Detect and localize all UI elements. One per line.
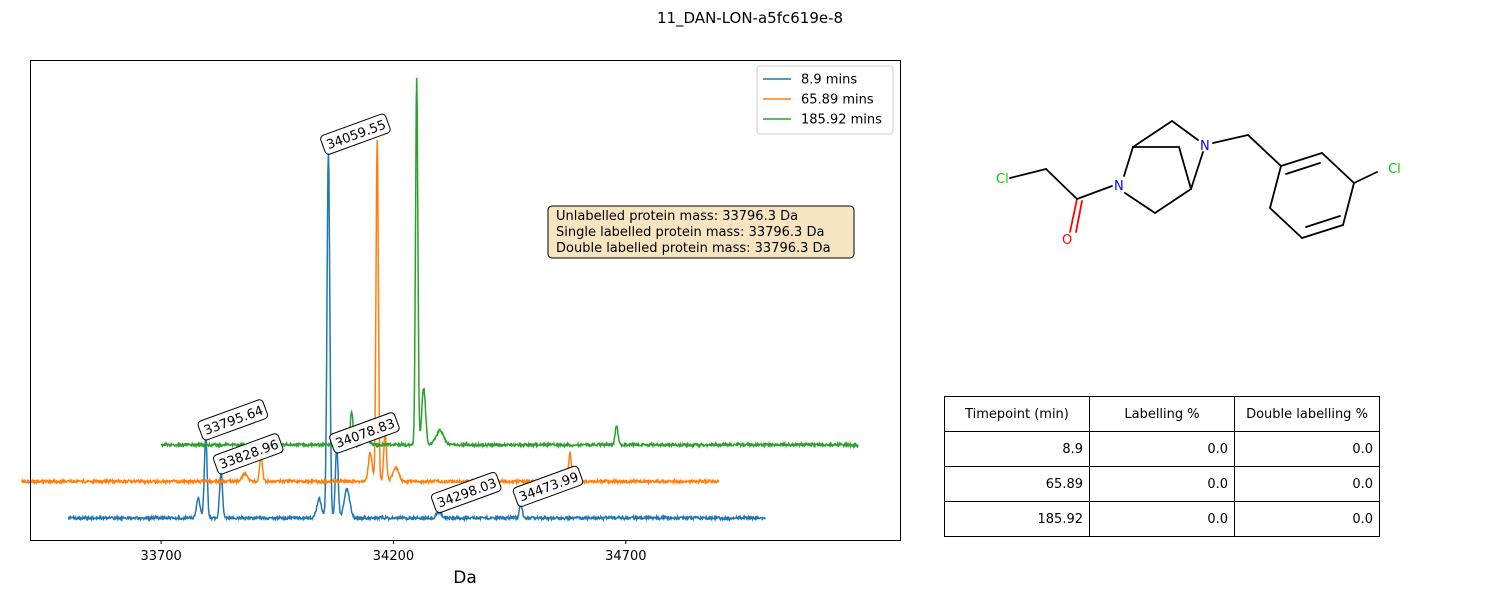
bond: [1075, 200, 1083, 233]
x-tick-label: 34200: [373, 549, 414, 564]
bond: [1178, 146, 1192, 190]
table-row: 65.89 0.0 0.0: [944, 466, 1380, 502]
series-line-2: [20, 140, 720, 486]
peak-label-box: [430, 471, 502, 514]
table-cell: 0.0: [1234, 431, 1380, 467]
peak-label-box: [197, 399, 269, 441]
bond: [1269, 165, 1282, 209]
table-row: 8.9 0.0 0.0: [944, 431, 1380, 467]
bond: [1045, 168, 1078, 200]
bond: [1247, 134, 1282, 167]
bond: [1285, 162, 1321, 175]
peak-label: 34298.03: [430, 471, 502, 514]
table-cell: 0.0: [1234, 501, 1380, 537]
labelling-table: Timepoint (min) Labelling % Double label…: [944, 396, 1380, 537]
bond: [1132, 120, 1173, 148]
atom-label-cl-left: Cl: [996, 172, 1009, 187]
header-labelling: Labelling %: [1089, 396, 1235, 432]
bond: [1154, 188, 1192, 214]
bond: [1280, 152, 1323, 167]
header-timepoint: Timepoint (min): [944, 396, 1090, 432]
legend-label-series-1: 8.9 mins: [801, 73, 857, 88]
bond: [1301, 224, 1344, 239]
peak-label-box: [512, 465, 584, 507]
x-axis-label: Da: [453, 568, 477, 588]
info-single-labelled-mass: Single labelled protein mass: 33796.3 Da: [556, 225, 824, 240]
figure-title: 11_DAN-LON-a5fc619e-8: [656, 9, 844, 27]
info-double-labelled-mass: Double labelled protein mass: 33796.3 Da: [556, 241, 831, 256]
info-box: Unlabelled protein mass: 33796.3 Da Sing…: [547, 205, 855, 259]
bond: [1212, 134, 1249, 144]
atom-label-n-amide: N: [1114, 179, 1124, 194]
atom-label-cl-right: Cl: [1388, 162, 1401, 177]
table-header-row: Timepoint (min) Labelling % Double label…: [944, 396, 1380, 432]
bond: [1353, 171, 1378, 184]
table-cell: 185.92: [944, 501, 1090, 537]
bond: [1171, 120, 1199, 141]
bond: [1269, 207, 1303, 239]
header-double-labelling: Double labelling %: [1234, 396, 1380, 432]
bond: [1124, 192, 1156, 214]
legend-label-series-3: 185.92 mins: [801, 113, 882, 128]
table-cell: 0.0: [1089, 431, 1235, 467]
legend: 8.9 mins 65.89 mins 185.92 mins: [756, 65, 894, 135]
peak-label: 34078.83: [329, 412, 400, 454]
table-row: 185.92 0.0 0.0: [944, 501, 1380, 537]
bond: [1076, 185, 1113, 200]
peak-label-box: [212, 433, 284, 475]
x-tick-label: 34700: [605, 549, 646, 564]
bond: [1305, 215, 1341, 228]
bond: [1321, 152, 1355, 184]
bond: [1342, 182, 1355, 226]
peak-label: 33795.64: [197, 399, 269, 441]
bond: [1123, 146, 1134, 177]
bond: [1009, 168, 1047, 179]
bond: [1069, 198, 1078, 233]
table-cell: 0.0: [1089, 501, 1235, 537]
peak-label: 34059.55: [320, 113, 391, 155]
table-cell: 0.0: [1234, 466, 1380, 502]
x-tick-label: 33700: [140, 549, 181, 564]
series-line-1: [67, 152, 766, 523]
peak-label-box: [320, 113, 391, 155]
table-cell: 0.0: [1089, 466, 1235, 502]
atom-label-o: O: [1062, 233, 1072, 248]
peak-label: 34473.99: [512, 465, 584, 507]
legend-label-series-2: 65.89 mins: [801, 93, 874, 108]
bond: [1190, 151, 1204, 190]
peak-label-box: [329, 412, 400, 454]
info-unlabelled-mass: Unlabelled protein mass: 33796.3 Da: [556, 209, 798, 224]
plot-frame: [30, 60, 901, 541]
peak-label: 33828.96: [212, 433, 284, 475]
table-cell: 65.89: [944, 466, 1090, 502]
molecule-structure: Cl N O N Cl: [996, 120, 1401, 248]
series-line-3: [160, 77, 859, 450]
atom-label-n-amine: N: [1200, 139, 1210, 154]
table-cell: 8.9: [944, 431, 1090, 467]
